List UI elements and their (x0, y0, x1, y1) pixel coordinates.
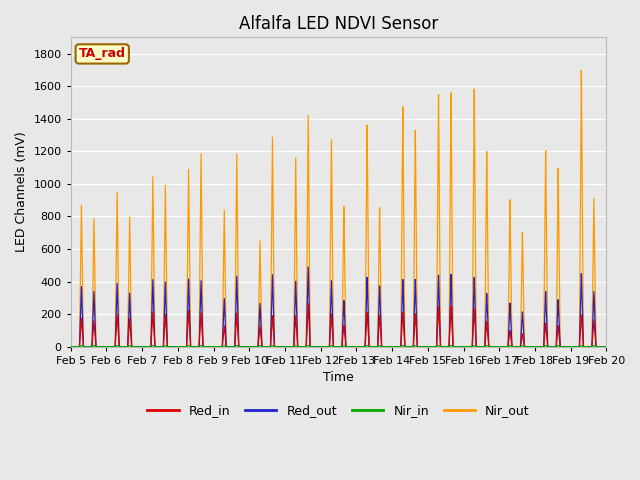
Y-axis label: LED Channels (mV): LED Channels (mV) (15, 132, 28, 252)
Text: TA_rad: TA_rad (79, 48, 125, 60)
Title: Alfalfa LED NDVI Sensor: Alfalfa LED NDVI Sensor (239, 15, 438, 33)
X-axis label: Time: Time (323, 372, 354, 384)
Legend: Red_in, Red_out, Nir_in, Nir_out: Red_in, Red_out, Nir_in, Nir_out (142, 399, 535, 422)
